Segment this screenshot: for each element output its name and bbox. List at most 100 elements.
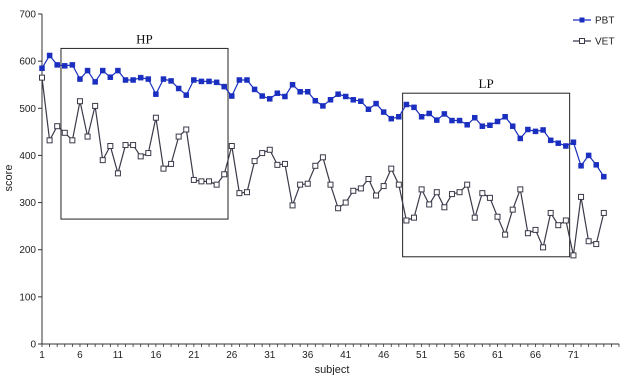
data-point <box>191 77 197 83</box>
data-point <box>357 185 364 192</box>
data-point <box>517 135 524 142</box>
data-point <box>62 63 68 69</box>
data-point <box>153 91 159 97</box>
data-point <box>46 137 53 144</box>
data-point <box>395 181 402 188</box>
data-point <box>434 117 440 123</box>
data-point <box>266 146 273 153</box>
data-point <box>175 85 182 92</box>
y-tick-label: 100 <box>19 292 36 303</box>
data-point <box>236 190 243 197</box>
data-point <box>449 117 455 124</box>
data-point <box>267 96 273 102</box>
data-point <box>122 77 129 83</box>
data-point <box>92 102 99 109</box>
data-point <box>115 67 121 74</box>
legend-marker-pbt <box>579 17 585 23</box>
data-point <box>342 199 349 206</box>
data-point <box>114 170 121 177</box>
data-point <box>107 74 114 80</box>
data-point <box>145 76 152 82</box>
data-point <box>411 214 418 221</box>
data-point <box>175 133 182 140</box>
series-vet <box>39 74 607 259</box>
y-tick-label: 600 <box>19 57 36 68</box>
x-tick-label: 61 <box>492 350 504 361</box>
data-point <box>251 86 258 93</box>
data-point <box>418 114 425 120</box>
data-point <box>183 126 190 133</box>
data-point <box>259 93 265 99</box>
data-point <box>168 160 175 167</box>
y-tick-label: 200 <box>19 245 36 256</box>
data-point <box>84 133 91 140</box>
data-point <box>92 79 98 85</box>
y-tick-label: 300 <box>19 198 36 209</box>
x-tick-label: 1 <box>39 350 45 361</box>
data-point <box>236 77 243 83</box>
data-point <box>509 123 516 129</box>
data-point <box>327 181 334 188</box>
data-point <box>327 97 334 103</box>
legend-label-pbt: PBT <box>595 16 614 27</box>
data-point <box>524 230 531 237</box>
data-point <box>426 110 432 117</box>
data-point <box>448 191 455 198</box>
data-point <box>190 176 197 183</box>
data-point <box>532 226 539 233</box>
data-point <box>304 180 311 187</box>
data-point <box>122 142 129 149</box>
data-point <box>198 178 205 185</box>
y-tick-label: 400 <box>19 151 36 162</box>
data-point <box>130 142 137 149</box>
data-point <box>479 190 486 197</box>
data-point <box>77 76 83 82</box>
y-tick-label: 500 <box>19 104 36 115</box>
x-tick-label: 6 <box>77 350 83 361</box>
data-point <box>388 115 394 122</box>
data-point <box>160 76 167 82</box>
data-point <box>39 65 45 71</box>
data-point <box>99 67 106 74</box>
data-point <box>152 114 159 121</box>
y-tick-label: 0 <box>30 340 36 351</box>
data-point <box>593 162 599 168</box>
data-point <box>107 143 114 149</box>
data-point <box>570 139 577 145</box>
x-tick-label: 36 <box>302 350 314 361</box>
annotation-boxes: HP LP <box>60 31 571 258</box>
data-point <box>426 201 433 208</box>
data-point <box>441 204 448 211</box>
x-axis-title: subject <box>315 364 350 375</box>
data-point <box>373 192 380 199</box>
data-point <box>502 231 509 238</box>
data-point <box>464 122 470 128</box>
data-point <box>335 205 342 212</box>
data-point <box>84 67 91 74</box>
data-point <box>54 62 60 68</box>
data-point <box>494 118 501 125</box>
y-axis-title: score <box>3 165 15 192</box>
annotation-label: HP <box>136 31 153 46</box>
series-layer <box>39 52 607 259</box>
data-point <box>221 171 228 178</box>
data-point <box>229 93 235 99</box>
data-point <box>547 209 554 216</box>
x-tick-label: 71 <box>568 350 580 361</box>
data-point <box>206 78 212 85</box>
data-point <box>525 126 531 133</box>
data-point <box>198 78 205 85</box>
data-point <box>578 163 584 169</box>
data-point <box>396 114 402 120</box>
x-tick-label: 66 <box>530 350 542 361</box>
data-point <box>486 194 493 201</box>
data-point <box>585 152 592 159</box>
data-point <box>350 97 357 103</box>
data-point <box>418 186 425 193</box>
data-point <box>456 117 463 124</box>
data-point <box>228 143 235 149</box>
data-point <box>358 98 364 104</box>
data-point <box>456 189 463 196</box>
